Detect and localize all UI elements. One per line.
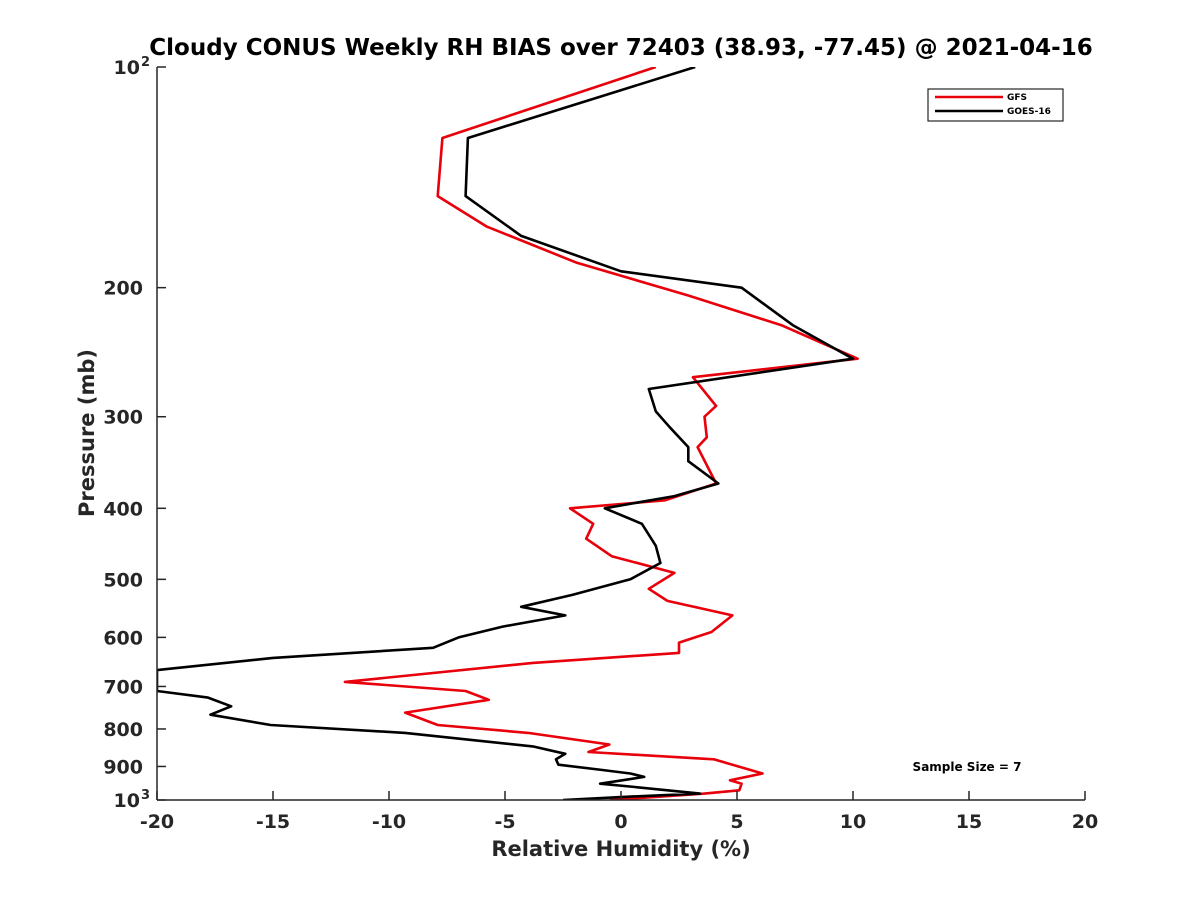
y-tick-exponent: 2 — [141, 55, 150, 70]
x-tick-label: 15 — [956, 811, 982, 833]
y-tick-label: 800 — [103, 719, 143, 741]
legend: GFS GOES-16 — [927, 88, 1064, 122]
x-tick-label: -20 — [140, 811, 174, 833]
legend-label-gfs: GFS — [1007, 93, 1027, 103]
y-tick-label: 700 — [103, 676, 143, 698]
x-tick-label: -5 — [494, 811, 515, 833]
y-tick-label: 10 — [114, 57, 140, 79]
chart-title: Cloudy CONUS Weekly RH BIAS over 72403 (… — [149, 35, 1092, 61]
x-tick-label: -10 — [372, 811, 406, 833]
x-axis-label: Relative Humidity (%) — [491, 837, 750, 861]
legend-label-goes16: GOES-16 — [1007, 107, 1051, 117]
y-tick-label: 10 — [114, 790, 140, 812]
sample-size-annotation: Sample Size = 7 — [913, 760, 1022, 774]
series-line-gfs — [343, 67, 859, 800]
series-line-goes16 — [157, 67, 855, 800]
series-layer — [157, 67, 859, 800]
axes — [156, 67, 1085, 801]
x-tick-label: 10 — [840, 811, 866, 833]
y-tick-label: 300 — [103, 407, 143, 429]
y-tick-label: 500 — [103, 569, 143, 591]
y-tick-label: 400 — [103, 498, 143, 520]
y-tick-label: 900 — [103, 756, 143, 778]
x-tick-label: 0 — [614, 811, 627, 833]
y-tick-exponent: 3 — [141, 788, 150, 803]
y-axis-label: Pressure (mb) — [75, 349, 99, 517]
x-ticks: -20 -15 -10 -5 0 5 10 15 20 — [140, 791, 1098, 833]
x-tick-label: 5 — [730, 811, 743, 833]
legend-box — [927, 88, 1064, 122]
x-tick-label: 20 — [1072, 811, 1098, 833]
x-tick-label: -15 — [256, 811, 290, 833]
y-tick-label: 600 — [103, 627, 143, 649]
y-tick-label: 200 — [103, 278, 143, 300]
